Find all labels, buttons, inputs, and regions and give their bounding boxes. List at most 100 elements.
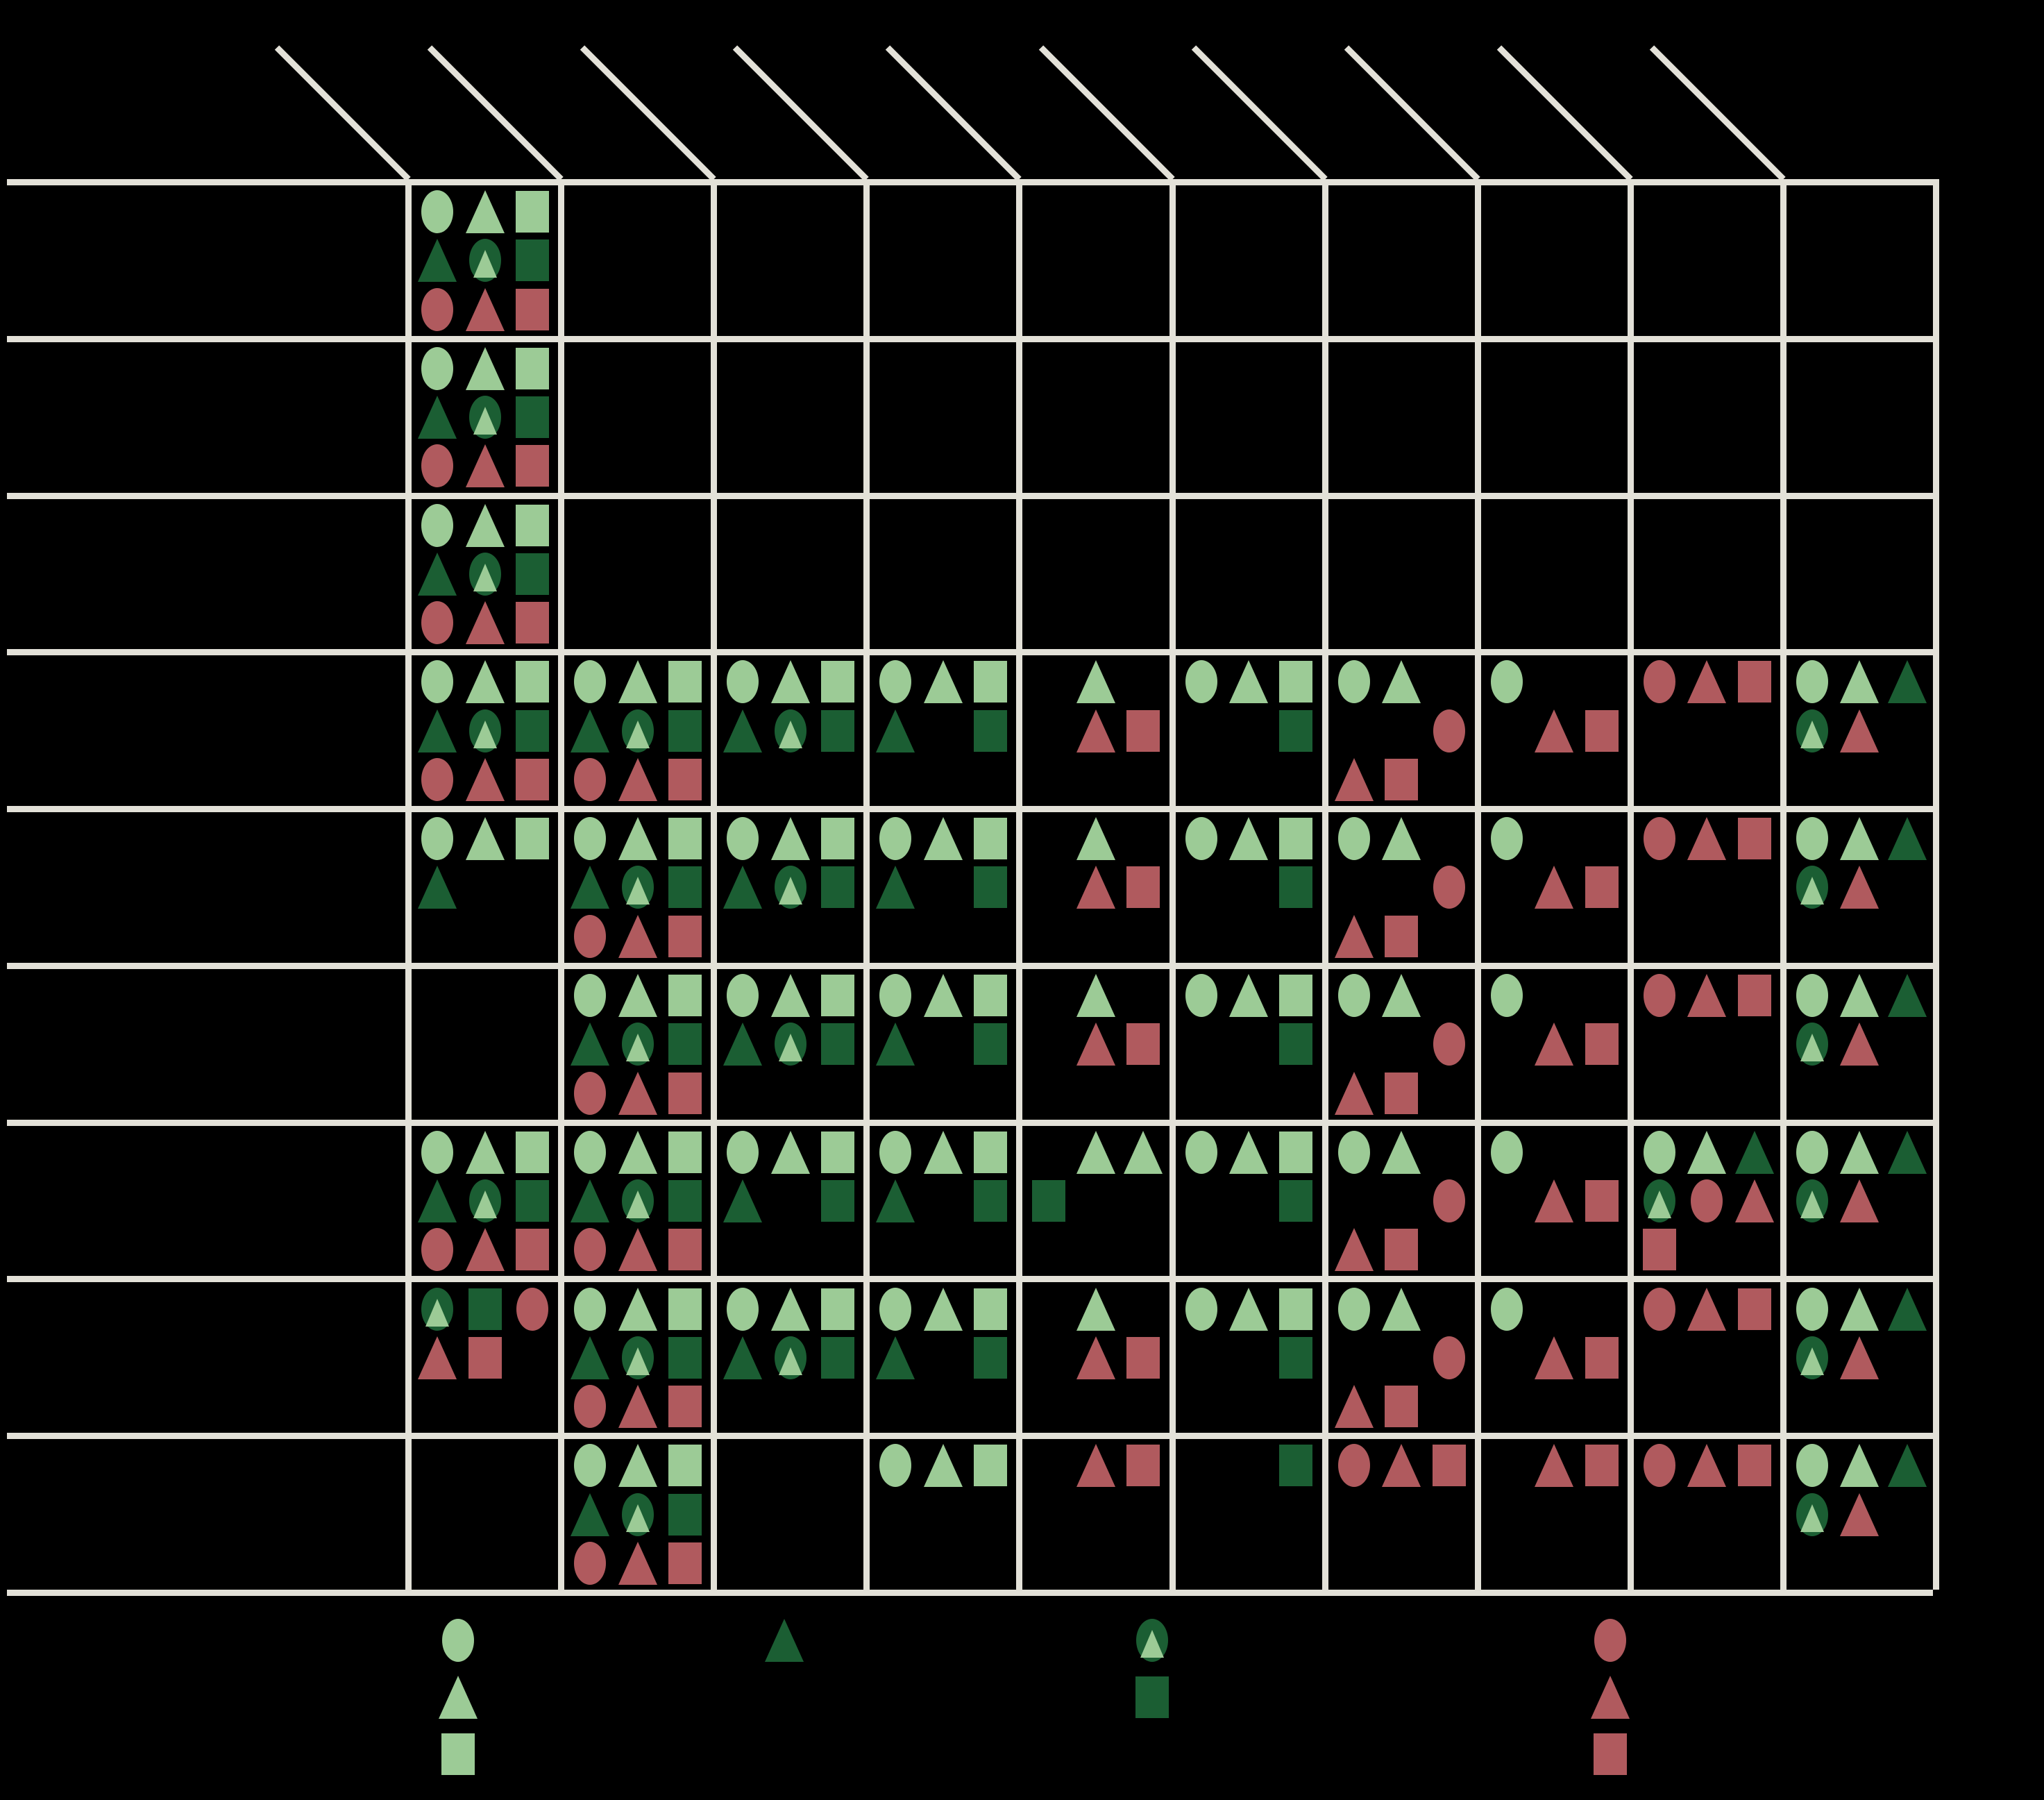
matrix-cell[interactable] — [1634, 1282, 1780, 1433]
matrix-cell[interactable] — [1022, 812, 1169, 963]
marker-slot — [920, 1020, 967, 1068]
marker-slot — [767, 1068, 814, 1117]
matrix-cell[interactable] — [1787, 812, 1933, 963]
marker-slot — [1530, 755, 1578, 804]
marker-red-square — [1432, 1445, 1466, 1487]
matrix-cell[interactable] — [1481, 655, 1628, 806]
marker-slot — [1483, 1068, 1530, 1117]
matrix-cell[interactable] — [1481, 1439, 1628, 1590]
matrix-cell[interactable] — [1328, 1282, 1475, 1433]
grid-vline — [405, 179, 412, 1590]
marker-slot — [1884, 1539, 1931, 1588]
matrix-cell[interactable] — [1787, 655, 1933, 806]
matrix-cell[interactable] — [412, 812, 558, 963]
marker-slot — [461, 393, 508, 441]
marker-red-square — [1737, 661, 1771, 703]
matrix-cell[interactable] — [1787, 1282, 1933, 1433]
matrix-cell[interactable] — [412, 1126, 558, 1277]
legend-marker-dg-square — [1131, 1674, 1173, 1720]
matrix-cell[interactable] — [564, 655, 711, 806]
matrix-cell[interactable] — [1328, 655, 1475, 806]
matrix-cell[interactable] — [870, 812, 1016, 963]
marker-slot — [1378, 971, 1425, 1020]
marker-red-triangle — [1535, 709, 1574, 752]
matrix-cell[interactable] — [1022, 1282, 1169, 1433]
matrix-cell[interactable] — [1634, 1439, 1780, 1590]
marker-dg-square — [515, 396, 549, 439]
marker-lg-circle — [1796, 1287, 1829, 1331]
matrix-cell[interactable] — [870, 1439, 1016, 1590]
matrix-cell[interactable] — [1787, 1439, 1933, 1590]
matrix-cell[interactable] — [1634, 655, 1780, 806]
marker-slot — [1425, 1020, 1472, 1068]
marker-dg-square — [974, 1336, 1008, 1379]
marker-dg-square — [821, 1336, 855, 1379]
matrix-cell[interactable] — [1022, 655, 1169, 806]
matrix-cell[interactable] — [717, 969, 863, 1120]
matrix-cell[interactable] — [1176, 812, 1322, 963]
matrix-cell[interactable] — [717, 1282, 863, 1433]
matrix-cell[interactable] — [1328, 969, 1475, 1120]
matrix-cell[interactable] — [1176, 1126, 1322, 1277]
matrix-cell[interactable] — [412, 499, 558, 650]
marker-slot — [920, 657, 967, 706]
legend-group-0[interactable] — [437, 1617, 479, 1777]
matrix-cell[interactable] — [1481, 1282, 1628, 1433]
marker-slot — [1425, 912, 1472, 961]
matrix-cell[interactable] — [412, 1282, 558, 1433]
matrix-cell[interactable] — [564, 812, 711, 963]
matrix-cell[interactable] — [1634, 1126, 1780, 1277]
marker-red-triangle — [1076, 1444, 1115, 1488]
matrix-cell[interactable] — [564, 1439, 711, 1590]
marker-slot — [1120, 971, 1167, 1020]
matrix-cell[interactable] — [870, 1126, 1016, 1277]
marker-slot — [1331, 1177, 1378, 1225]
matrix-cell[interactable] — [564, 1126, 711, 1277]
legend-group-1[interactable] — [763, 1617, 805, 1663]
marker-red-circle — [1433, 709, 1465, 752]
matrix-cell[interactable] — [1787, 1126, 1933, 1277]
marker-slot — [1425, 1177, 1472, 1225]
matrix-cell[interactable] — [1481, 812, 1628, 963]
matrix-cell[interactable] — [1787, 969, 1933, 1120]
marker-slot — [1225, 1177, 1272, 1225]
marker-lg-circle — [421, 190, 454, 234]
marker-slot — [509, 1177, 556, 1225]
matrix-cell[interactable] — [870, 655, 1016, 806]
matrix-cell[interactable] — [1176, 1439, 1322, 1590]
marker-slot — [1120, 814, 1167, 863]
matrix-cell[interactable] — [1176, 969, 1322, 1120]
matrix-cell[interactable] — [1022, 1439, 1169, 1590]
matrix-cell[interactable] — [717, 1126, 863, 1277]
marker-slot — [1178, 1490, 1225, 1538]
matrix-cell[interactable] — [1328, 1439, 1475, 1590]
matrix-cell[interactable] — [717, 812, 863, 963]
matrix-cell[interactable] — [1176, 655, 1322, 806]
matrix-cell[interactable] — [1022, 1126, 1169, 1277]
marker-slot — [1683, 1068, 1730, 1117]
matrix-cell[interactable] — [870, 1282, 1016, 1433]
matrix-cell[interactable] — [1634, 969, 1780, 1120]
marker-slot — [1578, 1284, 1625, 1333]
matrix-cell[interactable] — [564, 969, 711, 1120]
marker-slot — [1425, 755, 1472, 804]
matrix-cell[interactable] — [870, 969, 1016, 1120]
grid-vline — [863, 179, 870, 1590]
legend-group-2[interactable] — [1131, 1617, 1173, 1720]
matrix-cell[interactable] — [1481, 1126, 1628, 1277]
matrix-cell[interactable] — [412, 655, 558, 806]
matrix-cell[interactable] — [412, 185, 558, 336]
matrix-cell[interactable] — [412, 342, 558, 493]
matrix-cell[interactable] — [1176, 1282, 1322, 1433]
marker-slot — [414, 707, 461, 755]
matrix-cell[interactable] — [717, 655, 863, 806]
matrix-cell[interactable] — [1022, 969, 1169, 1120]
matrix-cell[interactable] — [1481, 969, 1628, 1120]
legend-group-3[interactable] — [1589, 1617, 1631, 1777]
matrix-cell[interactable] — [564, 1282, 711, 1433]
marker-slot — [967, 912, 1014, 961]
matrix-cell[interactable] — [1634, 812, 1780, 963]
matrix-cell[interactable] — [1328, 1126, 1475, 1277]
matrix-cell[interactable] — [1328, 812, 1475, 963]
marker-slot — [614, 1441, 661, 1490]
